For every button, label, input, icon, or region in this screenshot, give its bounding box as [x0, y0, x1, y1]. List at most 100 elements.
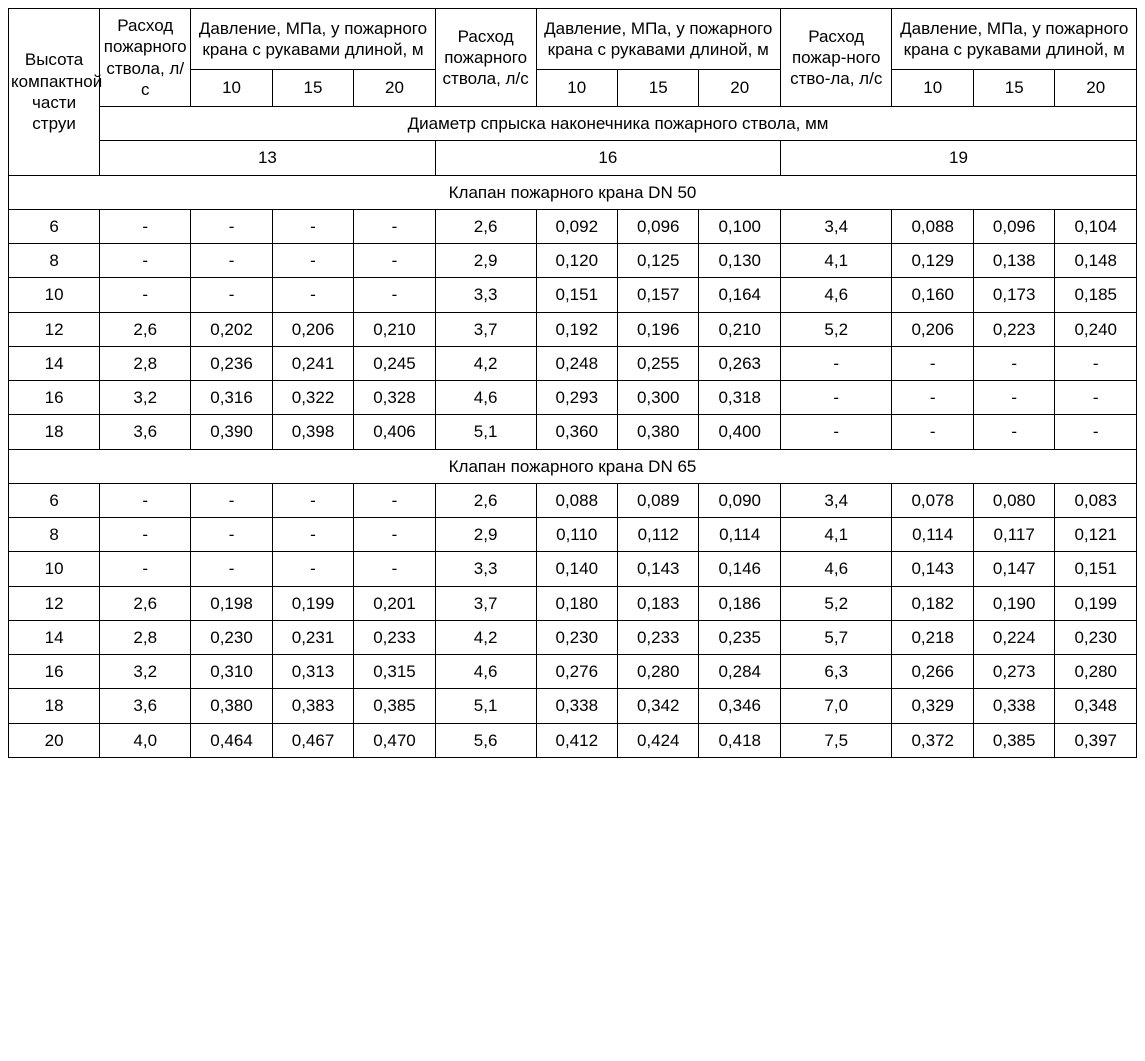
cell: 3,7 — [435, 312, 536, 346]
cell: - — [1055, 346, 1137, 380]
hdr-len20-c: 20 — [1055, 69, 1137, 106]
cell: 10 — [9, 552, 100, 586]
cell: 4,0 — [100, 723, 191, 757]
cell: 0,276 — [536, 655, 617, 689]
cell: 4,6 — [435, 655, 536, 689]
cell: 0,400 — [699, 415, 780, 449]
cell: - — [354, 483, 435, 517]
hdr-press-19: Давление, МПа, у пожарного крана с рукав… — [892, 9, 1137, 70]
cell: 3,6 — [100, 415, 191, 449]
table-row: 142,80,2360,2410,2454,20,2480,2550,263--… — [9, 346, 1137, 380]
cell: 0,322 — [272, 381, 353, 415]
cell: - — [191, 209, 272, 243]
cell: 6 — [9, 483, 100, 517]
cell: 0,196 — [618, 312, 699, 346]
cell: 0,390 — [191, 415, 272, 449]
cell: - — [973, 415, 1054, 449]
cell: - — [100, 518, 191, 552]
cell: 0,464 — [191, 723, 272, 757]
hdr-press-16: Давление, МПа, у пожарного крана с рукав… — [536, 9, 780, 70]
cell: - — [191, 552, 272, 586]
cell: 0,160 — [892, 278, 973, 312]
cell: 0,117 — [973, 518, 1054, 552]
table-row: 8----2,90,1100,1120,1144,10,1140,1170,12… — [9, 518, 1137, 552]
cell: - — [892, 415, 973, 449]
table-row: 163,20,3160,3220,3284,60,2930,3000,318--… — [9, 381, 1137, 415]
cell: 0,129 — [892, 244, 973, 278]
cell: 3,4 — [780, 483, 892, 517]
cell: 0,147 — [973, 552, 1054, 586]
cell: 0,182 — [892, 586, 973, 620]
cell: 2,6 — [435, 483, 536, 517]
table-row: 122,60,1980,1990,2013,70,1800,1830,1865,… — [9, 586, 1137, 620]
cell: 0,313 — [272, 655, 353, 689]
cell: - — [973, 346, 1054, 380]
cell: 2,9 — [435, 244, 536, 278]
section-dn65: Клапан пожарного крана DN 65 — [9, 449, 1137, 483]
cell: 0,385 — [354, 689, 435, 723]
cell: 2,6 — [100, 312, 191, 346]
cell: - — [100, 552, 191, 586]
cell: 8 — [9, 518, 100, 552]
cell: 7,0 — [780, 689, 892, 723]
cell: 0,418 — [699, 723, 780, 757]
cell: 0,397 — [1055, 723, 1137, 757]
table-row: 10----3,30,1400,1430,1464,60,1430,1470,1… — [9, 552, 1137, 586]
cell: 0,328 — [354, 381, 435, 415]
cell: - — [272, 244, 353, 278]
cell: 4,1 — [780, 244, 892, 278]
hdr-flow-13: Расход пожарного ствола, л/с — [100, 9, 191, 107]
cell: 0,293 — [536, 381, 617, 415]
cell: 4,6 — [435, 381, 536, 415]
cell: 0,424 — [618, 723, 699, 757]
cell: 0,206 — [892, 312, 973, 346]
cell: 0,183 — [618, 586, 699, 620]
table-row: 10----3,30,1510,1570,1644,60,1600,1730,1… — [9, 278, 1137, 312]
cell: 0,080 — [973, 483, 1054, 517]
table-row: 142,80,2300,2310,2334,20,2300,2330,2355,… — [9, 620, 1137, 654]
cell: 0,218 — [892, 620, 973, 654]
hdr-height: Высота компактной части струи — [9, 9, 100, 176]
cell: - — [780, 415, 892, 449]
cell: 0,088 — [892, 209, 973, 243]
cell: 12 — [9, 586, 100, 620]
cell: 0,078 — [892, 483, 973, 517]
cell: 0,342 — [618, 689, 699, 723]
cell: 0,089 — [618, 483, 699, 517]
cell: 0,316 — [191, 381, 272, 415]
cell: - — [272, 209, 353, 243]
cell: 0,248 — [536, 346, 617, 380]
cell: 0,233 — [618, 620, 699, 654]
cell: - — [892, 381, 973, 415]
cell: 0,398 — [272, 415, 353, 449]
hdr-d16: 16 — [435, 141, 780, 175]
cell: 5,7 — [780, 620, 892, 654]
cell: 0,360 — [536, 415, 617, 449]
cell: 0,300 — [618, 381, 699, 415]
hdr-len10-b: 10 — [536, 69, 617, 106]
cell: - — [191, 518, 272, 552]
cell: - — [780, 346, 892, 380]
cell: 3,2 — [100, 655, 191, 689]
cell: 18 — [9, 689, 100, 723]
cell: 0,151 — [1055, 552, 1137, 586]
cell: 3,3 — [435, 278, 536, 312]
cell: 0,206 — [272, 312, 353, 346]
cell: 0,372 — [892, 723, 973, 757]
cell: 6,3 — [780, 655, 892, 689]
table-row: 183,60,3800,3830,3855,10,3380,3420,3467,… — [9, 689, 1137, 723]
cell: 0,104 — [1055, 209, 1137, 243]
cell: - — [1055, 381, 1137, 415]
cell: 0,173 — [973, 278, 1054, 312]
cell: 0,140 — [536, 552, 617, 586]
cell: 0,190 — [973, 586, 1054, 620]
cell: 0,100 — [699, 209, 780, 243]
cell: 3,2 — [100, 381, 191, 415]
cell: 16 — [9, 381, 100, 415]
cell: 0,143 — [892, 552, 973, 586]
cell: 14 — [9, 620, 100, 654]
cell: 0,240 — [1055, 312, 1137, 346]
hdr-nozzle-title: Диаметр спрыска наконечника пожарного ст… — [100, 107, 1137, 141]
cell: 2,9 — [435, 518, 536, 552]
cell: 0,348 — [1055, 689, 1137, 723]
